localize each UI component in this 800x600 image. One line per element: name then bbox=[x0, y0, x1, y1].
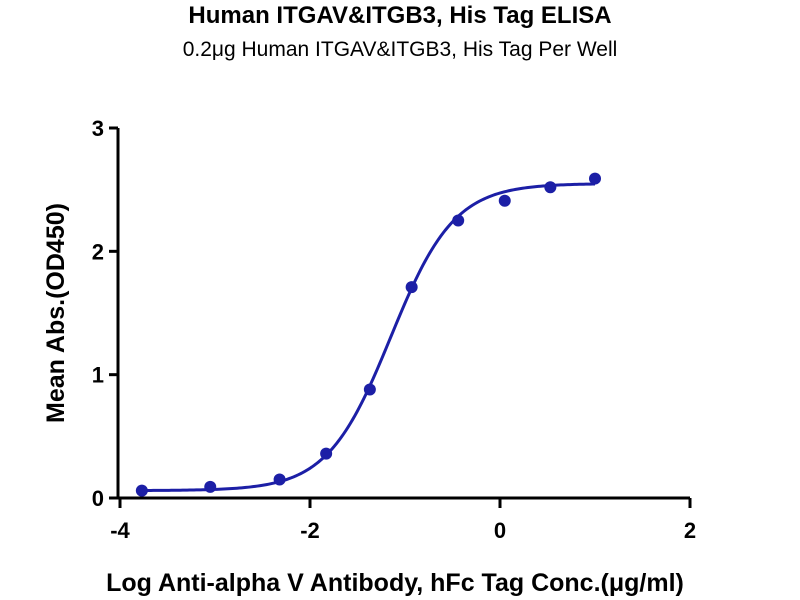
data-point bbox=[135, 484, 148, 497]
y-tick-label: 3 bbox=[92, 116, 104, 141]
chart-subtitle: 0.2μg Human ITGAV&ITGB3, His Tag Per Wel… bbox=[182, 38, 618, 61]
x-tick-label: 2 bbox=[684, 518, 696, 543]
data-point bbox=[320, 447, 333, 460]
data-point bbox=[589, 172, 601, 185]
x-tick-label: -2 bbox=[300, 518, 320, 543]
y-axis-title: Mean Abs.(OD450) bbox=[42, 203, 70, 423]
data-point bbox=[452, 214, 465, 227]
data-point bbox=[405, 281, 418, 294]
data-point bbox=[204, 480, 217, 493]
fit-curve-layer bbox=[141, 182, 596, 492]
chart-title: Human ITGAV&ITGB3, His Tag ELISA bbox=[188, 2, 612, 29]
data-points-layer bbox=[135, 172, 601, 497]
data-point bbox=[273, 473, 286, 486]
x-axis-title: Log Anti-alpha V Antibody, hFc Tag Conc.… bbox=[106, 569, 684, 597]
y-tick-label: 0 bbox=[92, 486, 104, 511]
axes: 0 1 2 3 -4 -2 0 2 bbox=[92, 116, 696, 543]
data-point bbox=[363, 383, 376, 396]
y-tick-label: 2 bbox=[92, 239, 104, 264]
data-point bbox=[498, 194, 511, 207]
x-tick-label: 0 bbox=[494, 518, 506, 543]
x-tick-label: -4 bbox=[110, 518, 130, 543]
fit-curve-line bbox=[141, 182, 596, 492]
y-tick-label: 1 bbox=[92, 363, 104, 388]
data-point bbox=[544, 181, 557, 194]
